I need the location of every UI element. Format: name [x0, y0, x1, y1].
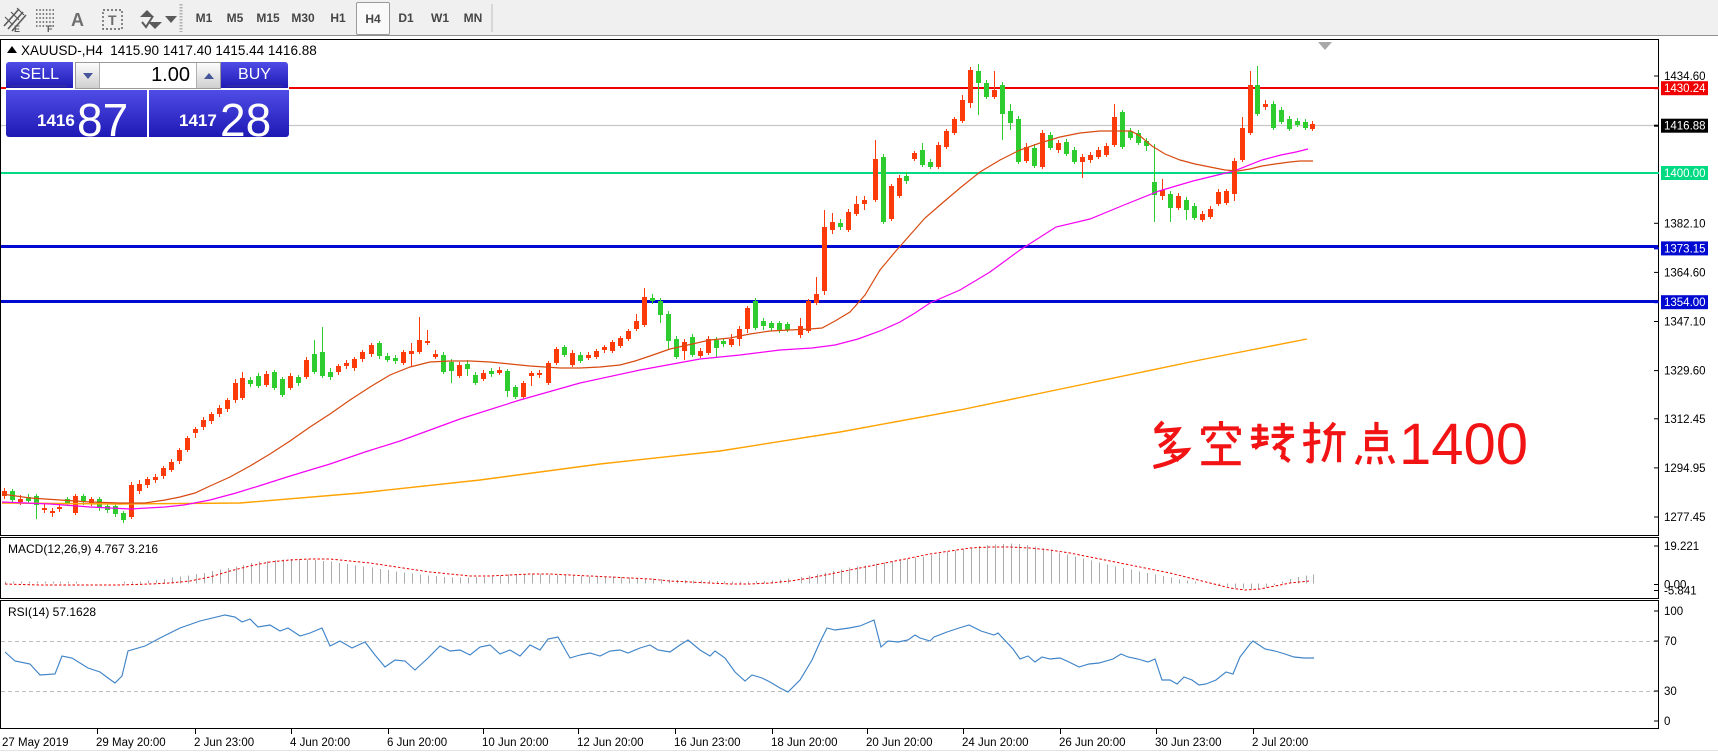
svg-text:26 Jun 20:00: 26 Jun 20:00: [1059, 737, 1126, 749]
svg-text:4 Jun 20:00: 4 Jun 20:00: [290, 737, 350, 749]
svg-text:1416.88: 1416.88: [1664, 121, 1706, 133]
svg-text:E: E: [14, 24, 20, 34]
svg-text:30: 30: [1664, 686, 1677, 698]
svg-text:MACD(12,26,9) 4.767 3.216: MACD(12,26,9) 4.767 3.216: [8, 542, 158, 556]
svg-text:30 Jun 23:00: 30 Jun 23:00: [1155, 737, 1222, 749]
svg-text:1400.00: 1400.00: [1664, 168, 1706, 180]
svg-text:1430.24: 1430.24: [1664, 83, 1706, 95]
svg-text:29 May 20:00: 29 May 20:00: [96, 737, 166, 749]
svg-text:1329.60: 1329.60: [1664, 366, 1706, 378]
svg-text:1434.60: 1434.60: [1664, 71, 1706, 83]
svg-text:1382.10: 1382.10: [1664, 218, 1706, 230]
svg-text:1400: 1400: [1399, 412, 1528, 477]
svg-text:A: A: [71, 10, 84, 30]
svg-text:1373.15: 1373.15: [1664, 243, 1706, 255]
svg-text:16 Jun 23:00: 16 Jun 23:00: [674, 737, 741, 749]
svg-text:1347.10: 1347.10: [1664, 317, 1706, 329]
svg-text:19.221: 19.221: [1664, 541, 1699, 553]
svg-text:1277.45: 1277.45: [1664, 512, 1706, 524]
svg-text:1294.95: 1294.95: [1664, 463, 1706, 475]
svg-text:0.00: 0.00: [1664, 580, 1686, 592]
svg-text:6 Jun 20:00: 6 Jun 20:00: [387, 737, 447, 749]
svg-text:-5.841: -5.841: [1664, 586, 1697, 598]
svg-text:12 Jun 20:00: 12 Jun 20:00: [577, 737, 644, 749]
svg-text:T: T: [108, 12, 117, 28]
svg-text:2 Jun 23:00: 2 Jun 23:00: [194, 737, 254, 749]
svg-text:18 Jun 20:00: 18 Jun 20:00: [771, 737, 838, 749]
svg-text:100: 100: [1664, 606, 1683, 618]
svg-text:20 Jun 20:00: 20 Jun 20:00: [866, 737, 933, 749]
svg-text:70: 70: [1664, 636, 1677, 648]
svg-text:RSI(14) 57.1628: RSI(14) 57.1628: [8, 605, 96, 619]
svg-text:1312.45: 1312.45: [1664, 414, 1706, 426]
svg-text:24 Jun 20:00: 24 Jun 20:00: [962, 737, 1029, 749]
svg-text:1354.00: 1354.00: [1664, 297, 1706, 309]
svg-text:1364.60: 1364.60: [1664, 267, 1706, 279]
svg-text:F: F: [47, 24, 53, 34]
svg-text:2 Jul 20:00: 2 Jul 20:00: [1252, 737, 1308, 749]
svg-text:0: 0: [1664, 716, 1670, 728]
svg-text:10 Jun 20:00: 10 Jun 20:00: [482, 737, 549, 749]
svg-text:27 May 2019: 27 May 2019: [2, 737, 69, 749]
